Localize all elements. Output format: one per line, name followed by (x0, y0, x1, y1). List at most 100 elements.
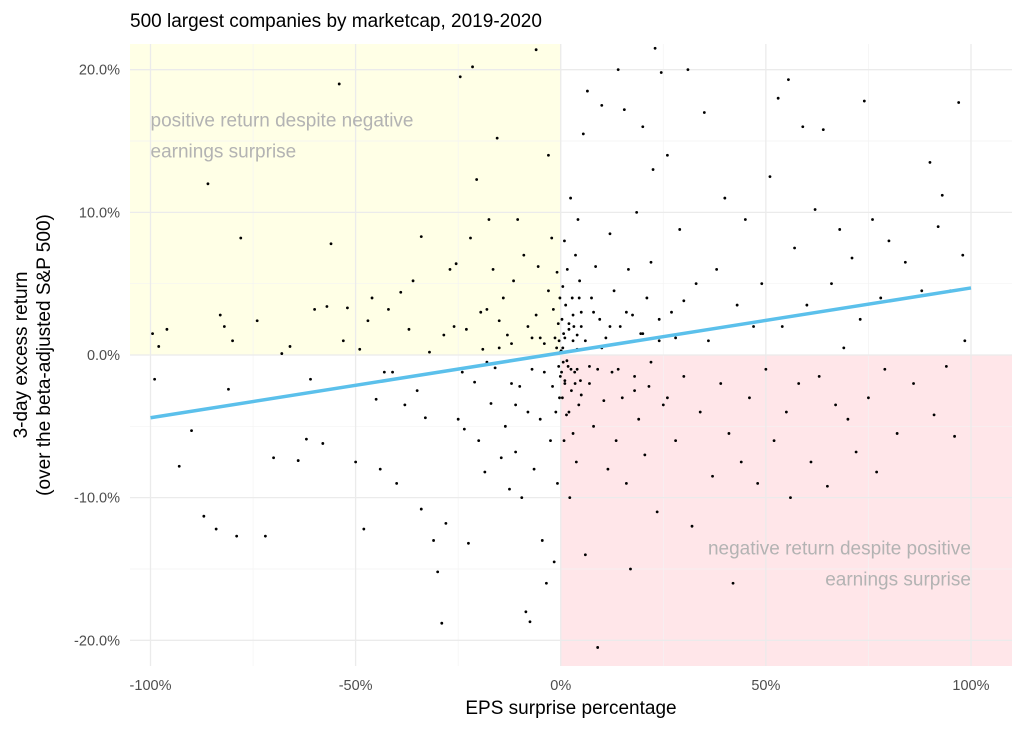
data-point (686, 68, 690, 72)
data-point (768, 175, 772, 179)
data-point (579, 325, 583, 328)
data-point (739, 460, 743, 464)
data-point (354, 460, 358, 464)
data-point (618, 325, 622, 328)
data-point (678, 228, 682, 231)
annotation-line: earnings surprise (825, 570, 971, 591)
data-point (549, 439, 552, 442)
data-point (499, 456, 503, 460)
data-point (481, 347, 485, 351)
data-point (577, 296, 581, 300)
data-point (817, 375, 821, 378)
data-point (743, 218, 747, 221)
data-point (655, 510, 659, 514)
data-point (647, 384, 651, 388)
data-point (556, 322, 560, 326)
data-point (550, 236, 554, 240)
data-point (583, 553, 587, 557)
data-point (723, 196, 727, 200)
data-point (321, 442, 325, 445)
data-point (627, 268, 630, 271)
data-point (452, 325, 456, 328)
data-point (235, 534, 239, 538)
data-point (637, 417, 641, 421)
data-point (834, 403, 837, 407)
data-point (551, 384, 554, 388)
data-point (382, 370, 386, 374)
data-point (560, 370, 563, 374)
data-point (419, 507, 423, 511)
data-point (557, 339, 561, 343)
y-tick-label: 10.0% (79, 205, 120, 221)
data-point (653, 46, 657, 50)
data-point (536, 265, 540, 268)
data-point (534, 313, 538, 317)
data-point (612, 289, 616, 293)
data-point (555, 346, 559, 350)
x-tick-label: -50% (339, 678, 373, 694)
data-point (526, 325, 530, 328)
data-point (801, 125, 805, 129)
data-point (883, 367, 887, 371)
data-point (485, 307, 489, 311)
data-point (735, 303, 739, 307)
x-tick-label: 50% (751, 678, 780, 694)
data-point (614, 439, 618, 442)
data-point (551, 307, 555, 311)
data-point (616, 68, 620, 72)
data-point (272, 456, 275, 460)
data-point (576, 218, 580, 221)
data-point (631, 313, 634, 317)
data-point (573, 370, 577, 374)
x-tick-label: 0% (550, 678, 571, 694)
data-point (577, 403, 581, 407)
data-point (579, 379, 582, 383)
y-axis-title-line-1: 3-day excess return (11, 272, 32, 439)
highlight-region-1 (130, 44, 561, 355)
data-point (784, 410, 788, 414)
data-point (563, 336, 567, 340)
data-point (690, 524, 694, 528)
data-point (867, 396, 870, 400)
data-point (682, 375, 686, 378)
data-point (495, 136, 499, 140)
data-point (458, 75, 462, 79)
data-point (522, 253, 526, 257)
data-point (570, 389, 573, 393)
data-point (565, 359, 569, 363)
data-point (838, 228, 842, 231)
data-point (395, 481, 399, 485)
data-point (578, 279, 582, 283)
data-point (787, 78, 790, 82)
region-annotations: positive return despite negative earnings… (151, 111, 971, 591)
data-point (487, 218, 491, 221)
data-point (563, 239, 566, 243)
data-point (581, 132, 585, 136)
data-point (214, 527, 218, 531)
data-point (374, 397, 378, 401)
data-point (842, 346, 846, 350)
data-point (512, 279, 515, 283)
y-tick-label: -10.0% (74, 491, 120, 507)
data-point (313, 307, 316, 311)
data-point (222, 325, 226, 328)
data-point (624, 310, 628, 314)
y-axis-title-line-2: (over the beta-adjusted S&P 500) (34, 214, 55, 496)
data-point (821, 128, 825, 132)
data-point (854, 450, 858, 454)
data-point (657, 339, 661, 343)
data-point (544, 581, 548, 585)
data-point (600, 103, 604, 107)
y-tick-label: 20.0% (79, 63, 120, 79)
data-point (698, 410, 702, 414)
x-axis-title: EPS surprise percentage (465, 698, 676, 719)
data-point (629, 567, 632, 571)
data-point (151, 332, 154, 335)
data-point (793, 246, 796, 250)
data-point (711, 474, 714, 478)
data-point (862, 99, 866, 103)
data-point (206, 182, 210, 186)
data-point (190, 429, 193, 433)
data-point (875, 470, 879, 474)
